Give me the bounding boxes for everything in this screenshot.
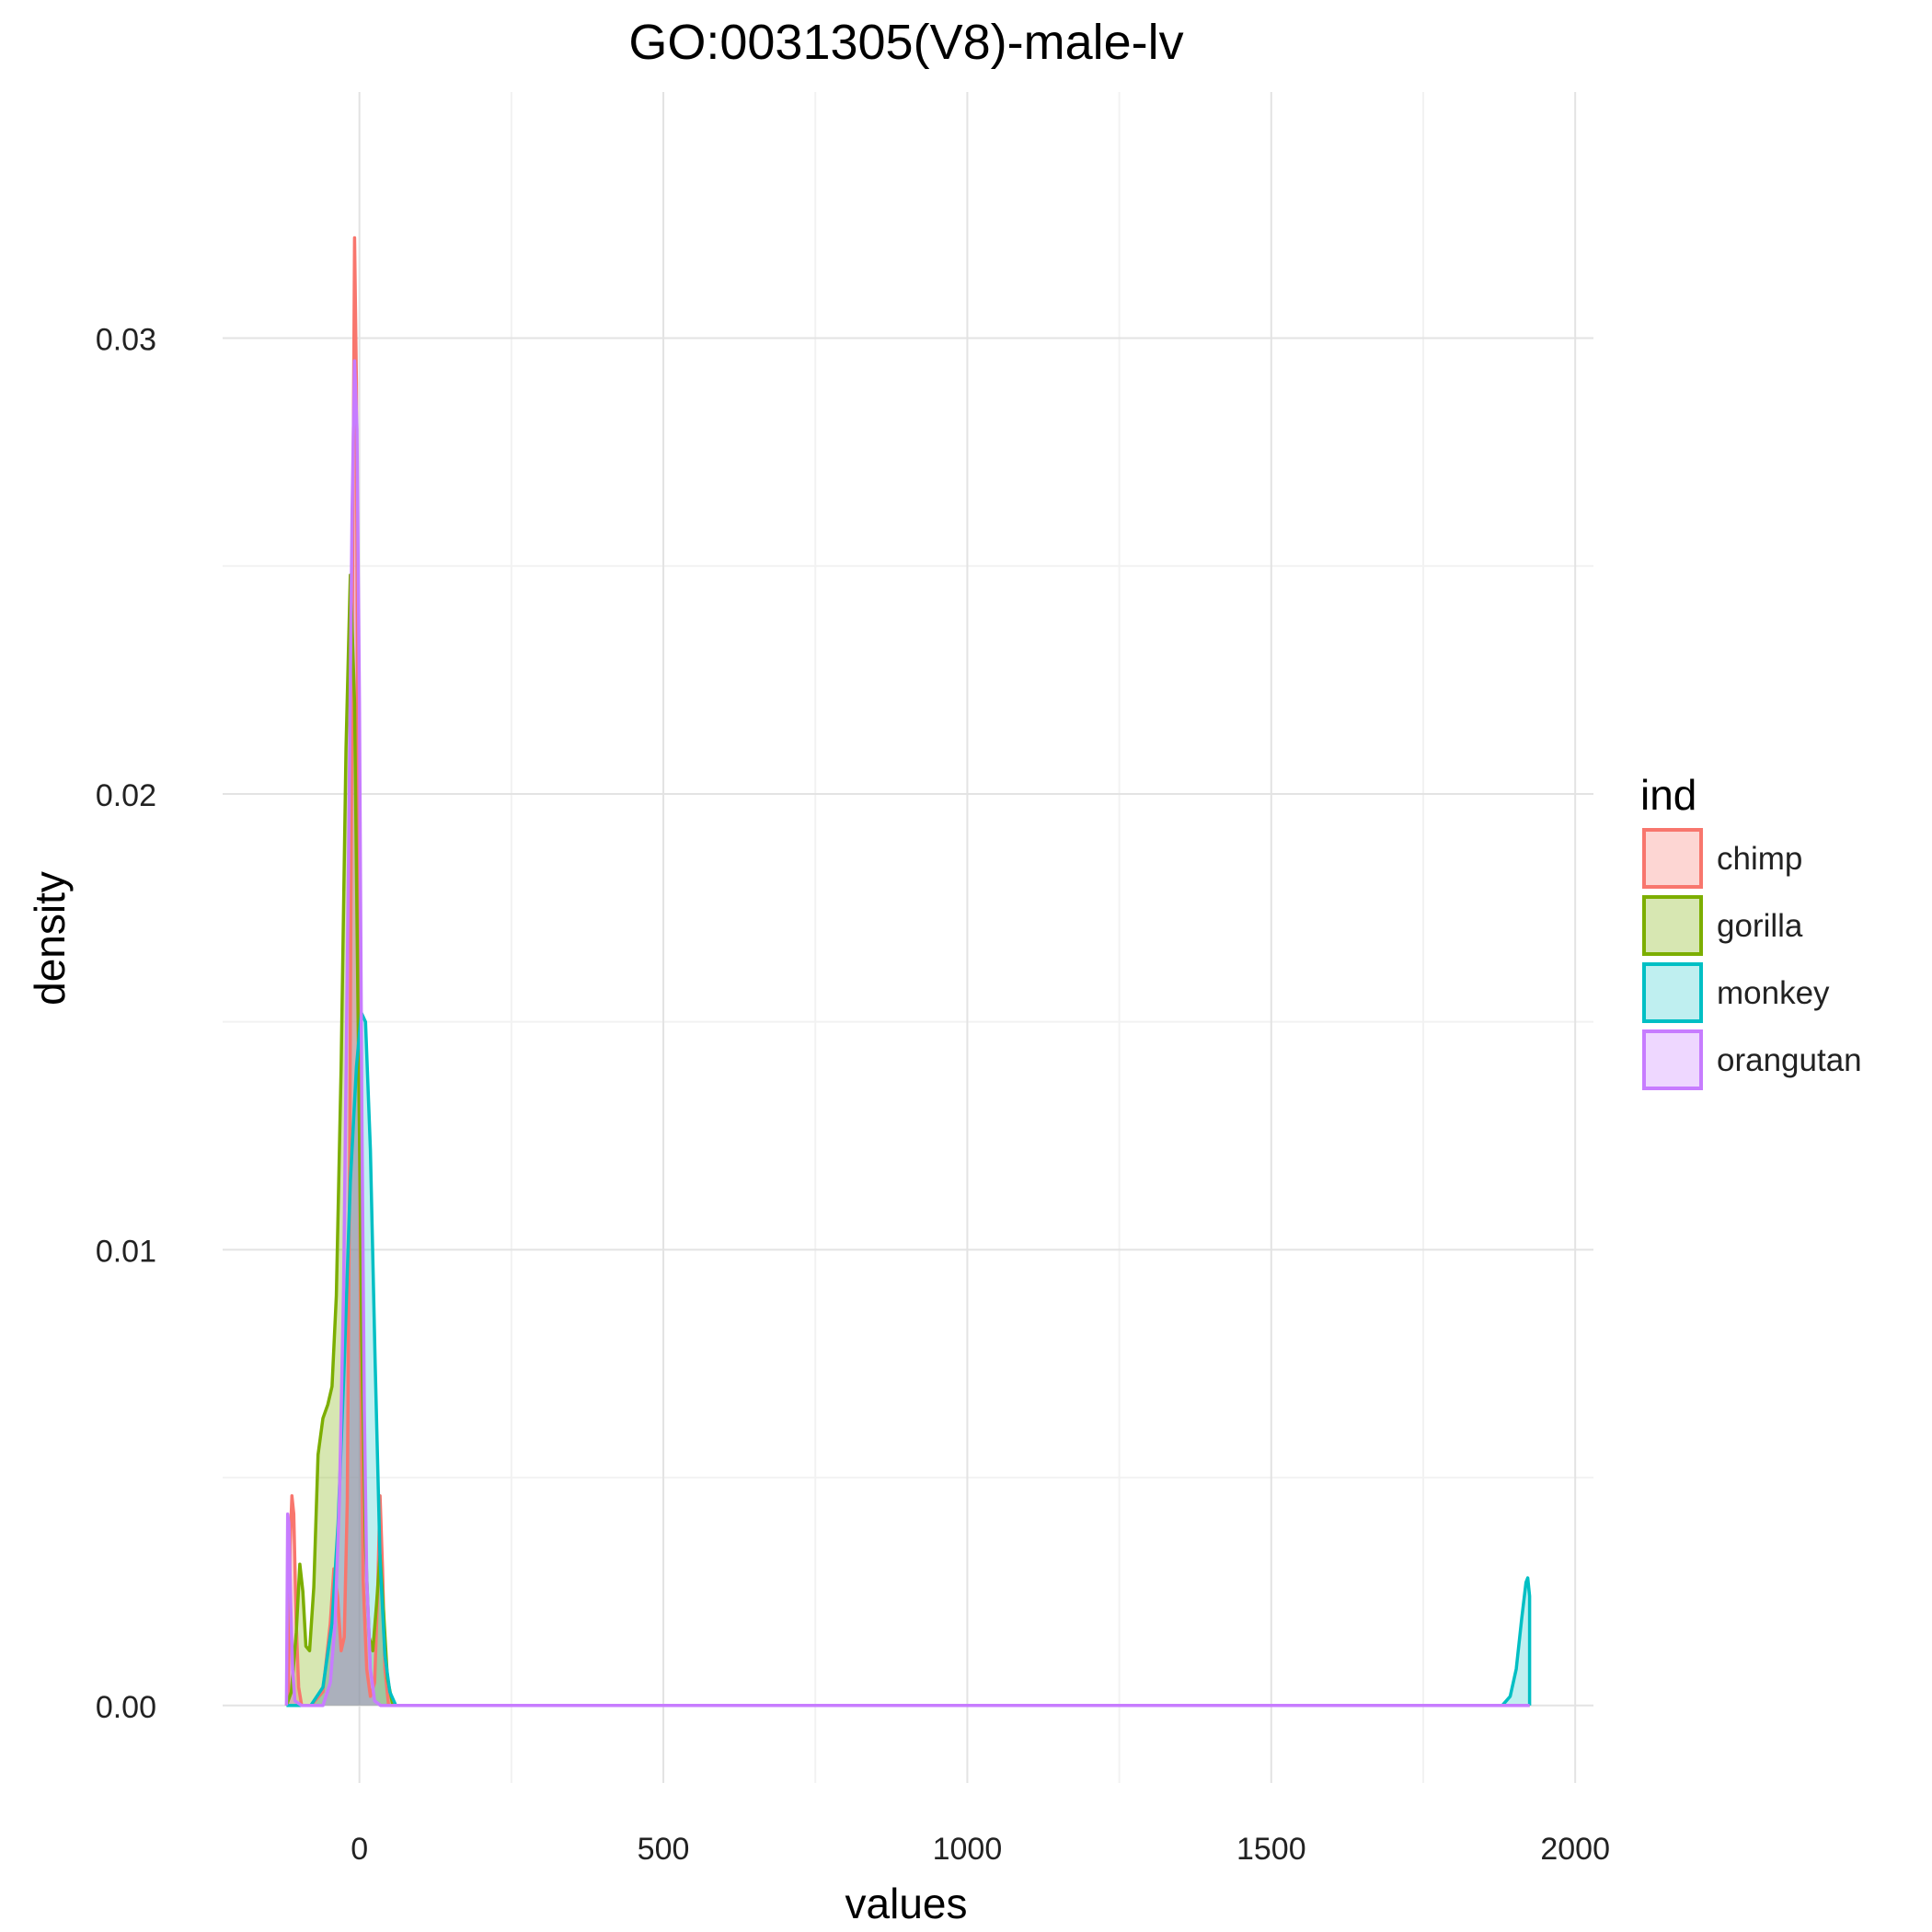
y-tick-label: 0.00 xyxy=(96,1690,156,1725)
legend-key-background xyxy=(1642,1029,1703,1090)
legend-label: chimp xyxy=(1717,841,1802,877)
density-line-orangutan xyxy=(284,359,1530,1708)
density-line-gorilla xyxy=(284,573,1530,1708)
legend-key-gorilla xyxy=(1642,895,1703,956)
legend-key-background xyxy=(1642,895,1703,956)
legend-label: orangutan xyxy=(1717,1042,1862,1078)
legend: ind chimp gorilla monkey orangutan xyxy=(1640,771,1862,1090)
legend-label: gorilla xyxy=(1717,908,1803,944)
y-tick-label: 0.03 xyxy=(96,323,156,358)
chart-title: GO:0031305(V8)-male-lv xyxy=(628,15,1183,70)
x-tick-label: 1000 xyxy=(933,1832,1003,1867)
x-tick-label: 2000 xyxy=(1540,1832,1610,1867)
major-gridlines xyxy=(223,92,1593,1783)
y-axis-tick-labels: 0.00 0.01 0.02 0.03 xyxy=(96,323,156,1725)
x-axis-tick-labels: 0 500 1000 1500 2000 xyxy=(351,1832,1610,1867)
x-tick-label: 0 xyxy=(351,1832,368,1867)
minor-gridlines xyxy=(223,92,1593,1783)
legend-key-monkey xyxy=(1642,962,1703,1023)
legend-key-background xyxy=(1642,962,1703,1023)
x-tick-label: 500 xyxy=(638,1832,690,1867)
y-tick-label: 0.02 xyxy=(96,778,156,813)
legend-key-orangutan xyxy=(1642,1029,1703,1090)
density-lines xyxy=(284,236,1532,1708)
x-axis-label: values xyxy=(845,1880,968,1927)
legend-title: ind xyxy=(1640,771,1696,819)
legend-key-background xyxy=(1642,828,1703,889)
legend-label: monkey xyxy=(1717,975,1830,1011)
y-tick-label: 0.01 xyxy=(96,1234,156,1269)
legend-key-chimp xyxy=(1642,828,1703,889)
y-axis-label: density xyxy=(26,871,74,1006)
x-tick-label: 1500 xyxy=(1236,1832,1306,1867)
